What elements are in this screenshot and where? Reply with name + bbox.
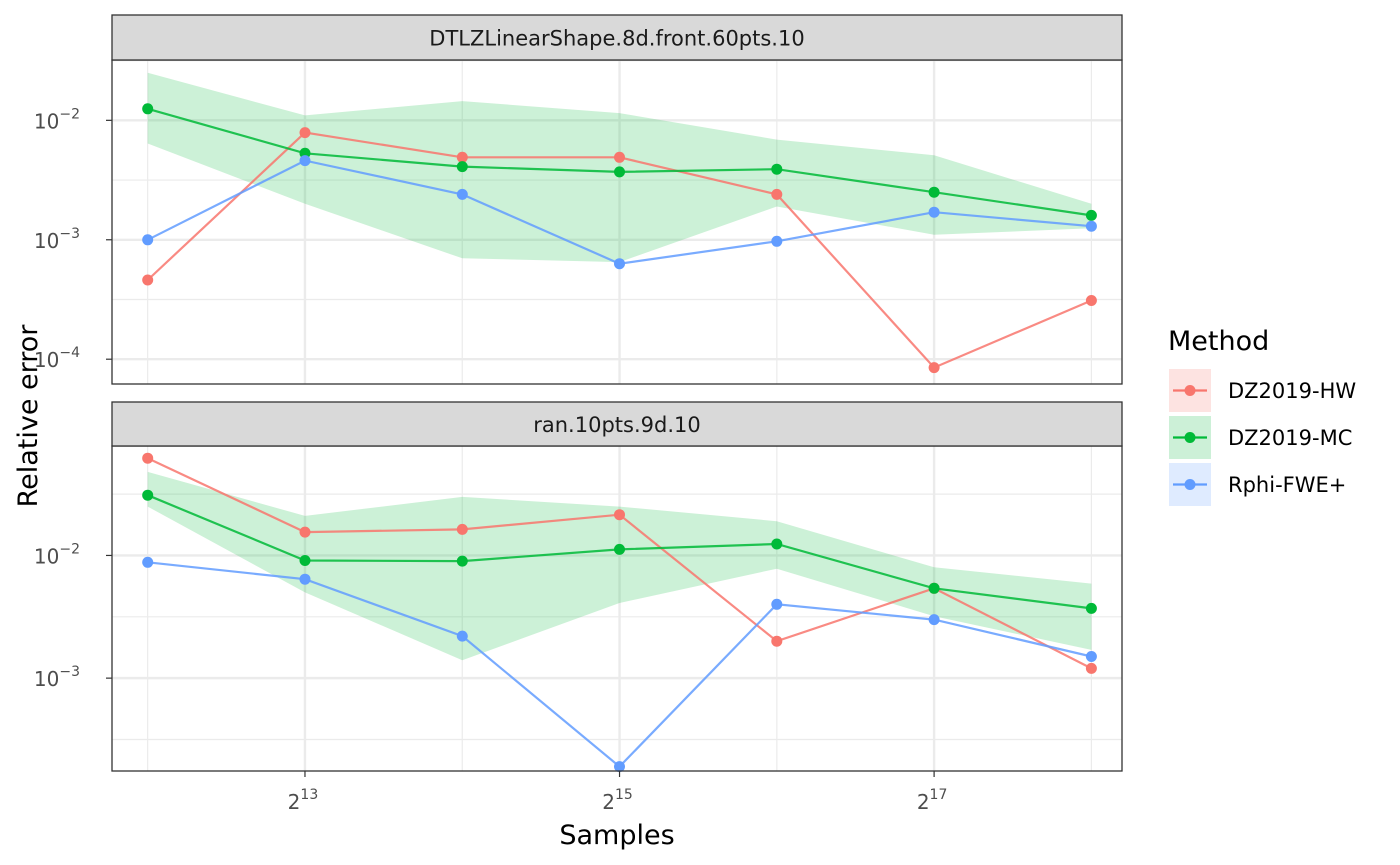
panel-background (112, 446, 1122, 771)
x-tick-exponent: 15 (615, 787, 633, 803)
x-tick-exponent: 17 (930, 787, 948, 803)
y-tick-exponent: −2 (59, 541, 80, 557)
x-axis-title: Samples (559, 820, 674, 851)
data-point (456, 188, 468, 200)
data-point (1085, 209, 1097, 221)
data-point (614, 761, 625, 773)
data-point (299, 127, 311, 139)
data-point (1085, 295, 1097, 306)
data-point (456, 523, 468, 535)
y-tick-base: 10 (34, 109, 59, 133)
y-tick-label: 10−2 (34, 106, 80, 133)
y-tick-label: 10−3 (34, 664, 80, 691)
data-point (614, 166, 625, 178)
x-tick-label: 213 (288, 787, 319, 814)
data-point (142, 234, 154, 246)
y-tick-label: 10−3 (34, 226, 80, 253)
facet-strip-label: DTLZLinearShape.8d.front.60pts.10 (429, 27, 804, 51)
series-rphi-fwe+ (142, 155, 1097, 270)
series-dz2019-mc (142, 489, 1097, 614)
y-tick-exponent: −4 (59, 345, 80, 361)
data-point (614, 151, 625, 163)
data-point (1085, 662, 1097, 674)
legend-entry-dz2019-mc: DZ2019-MC (1169, 416, 1352, 459)
facet-strip (111, 14, 1123, 61)
data-point (456, 630, 468, 642)
y-tick-exponent: −2 (59, 106, 80, 122)
y-tick-exponent: −3 (59, 226, 80, 242)
data-point (299, 573, 311, 585)
data-point (614, 543, 625, 555)
panel-1: 10−410−310−2DTLZLinearShape.8d.front.60p… (34, 14, 1123, 385)
ribbon-dz2019-mc (147, 471, 1092, 661)
y-axis-title: Relative error (13, 324, 44, 508)
panel-background (112, 60, 1122, 384)
legend-key-point (1184, 479, 1196, 490)
legend-entry-dz2019-hw: DZ2019-HW (1169, 369, 1356, 412)
data-point (771, 188, 783, 200)
y-tick-label: 10−4 (34, 345, 80, 372)
data-point (456, 555, 468, 567)
legend-key-point (1184, 432, 1196, 443)
data-point (142, 489, 154, 501)
data-point (614, 258, 625, 270)
x-tick-base: 2 (288, 790, 301, 814)
legend-entry-label: DZ2019-HW (1228, 379, 1356, 403)
data-point (142, 274, 154, 286)
x-tick-exponent: 13 (300, 787, 318, 803)
data-point (928, 614, 940, 626)
x-axis: 213 215 217 (288, 771, 948, 814)
legend-entry-label: DZ2019-MC (1228, 426, 1352, 450)
y-tick-base: 10 (34, 667, 59, 691)
data-point (614, 509, 625, 521)
data-point (928, 186, 940, 198)
series-dz2019-hw (142, 127, 1097, 374)
data-point (771, 163, 783, 175)
y-tick-base: 10 (34, 229, 59, 253)
facet-panels: 10−410−310−2DTLZLinearShape.8d.front.60p… (34, 14, 1123, 773)
data-point (142, 452, 154, 464)
data-point (771, 635, 783, 647)
legend-title: Method (1168, 326, 1269, 357)
legend: Method DZ2019-HW DZ2019-MC Rphi-FWE+ (1168, 326, 1356, 506)
series-dz2019-mc (142, 103, 1097, 221)
y-tick-exponent: −3 (59, 664, 80, 680)
data-point (928, 362, 940, 374)
y-tick-base: 10 (34, 348, 59, 372)
series-rphi-fwe+ (142, 556, 1097, 773)
legend-key-point (1184, 385, 1196, 396)
data-point (456, 161, 468, 173)
data-point (299, 526, 311, 538)
facet-strip (111, 401, 1123, 447)
data-point (771, 235, 783, 247)
facet-strip-label: ran.10pts.9d.10 (533, 413, 700, 437)
legend-entry-label: Rphi-FWE+ (1228, 473, 1346, 497)
legend-entry-rphi-fwe+: Rphi-FWE+ (1169, 463, 1346, 506)
data-point (1085, 651, 1097, 662)
data-point (456, 151, 468, 163)
legend-entries: DZ2019-HW DZ2019-MC Rphi-FWE+ (1169, 369, 1356, 506)
data-point (142, 103, 154, 115)
x-tick-base: 2 (602, 790, 615, 814)
data-point (928, 582, 940, 594)
data-point (1085, 220, 1097, 232)
x-tick-label: 217 (917, 787, 948, 814)
x-tick-label: 215 (602, 787, 633, 814)
y-tick-label: 10−2 (34, 541, 80, 568)
data-point (299, 155, 311, 167)
data-point (771, 538, 783, 550)
data-point (1085, 602, 1097, 614)
data-point (299, 555, 311, 566)
data-point (928, 206, 940, 218)
data-point (142, 556, 154, 568)
data-point (771, 598, 783, 610)
x-tick-base: 2 (917, 790, 930, 814)
y-tick-base: 10 (34, 544, 59, 568)
